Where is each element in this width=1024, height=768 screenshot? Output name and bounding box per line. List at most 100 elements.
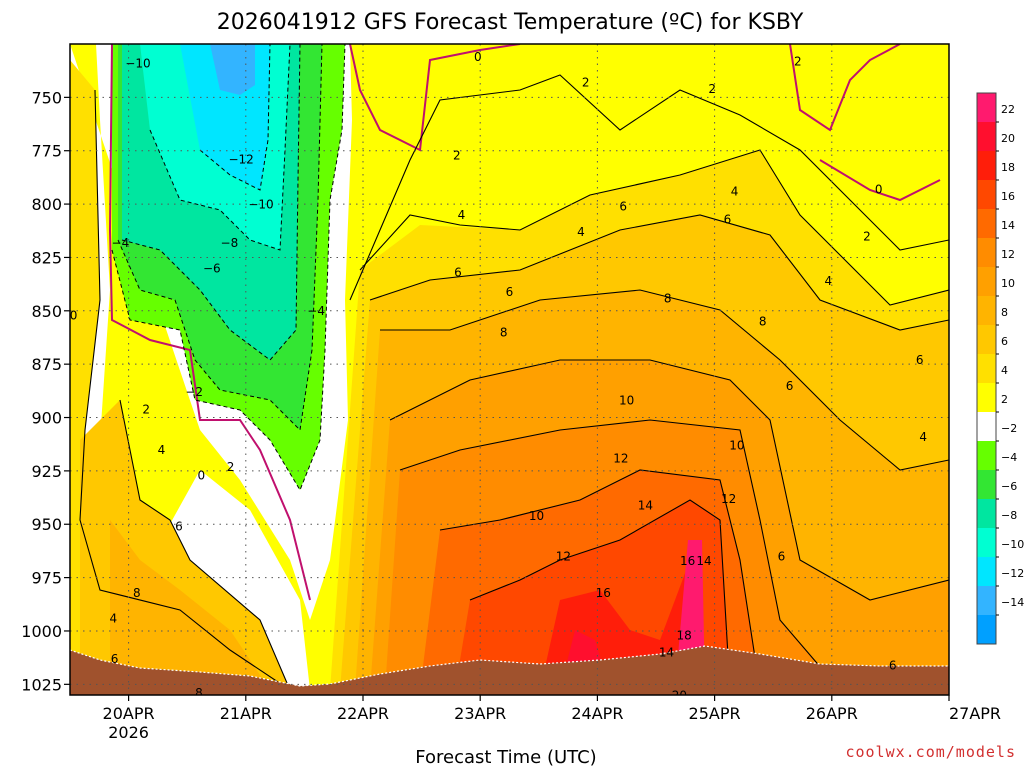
y-tick-label: 975	[31, 569, 62, 588]
contour-neg6	[121, 44, 301, 361]
plot-frame	[69, 43, 950, 696]
contour-label: 14	[638, 498, 653, 512]
colorbar-swatch	[977, 615, 996, 644]
y-tick-label: 875	[31, 355, 62, 374]
zero-line-east	[789, 44, 941, 202]
contour-label: 6	[916, 353, 924, 367]
terrain	[70, 646, 949, 695]
colorbar-label: 14	[1001, 219, 1015, 232]
contour-label: 0	[474, 50, 482, 64]
contour-label: −4	[307, 304, 325, 318]
colorbar-label: 10	[1001, 277, 1015, 290]
colorbar-swatch	[977, 528, 996, 557]
colorbar-label: −6	[1001, 480, 1017, 493]
y-tick-label: 850	[31, 302, 62, 321]
contour-label: −10	[125, 56, 150, 70]
x-tick-label: 21APR	[220, 704, 272, 723]
colorbar-swatch	[977, 122, 996, 151]
colorbar-label: −10	[1001, 538, 1024, 551]
contour-label: 16	[596, 586, 611, 600]
x-tick-label: 23APR	[454, 704, 506, 723]
contour-label: 10	[729, 439, 744, 453]
colorbar-label: 2	[1001, 393, 1008, 406]
colorbar-frame	[976, 92, 997, 645]
contour-label: 16	[655, 720, 670, 734]
contour-label: 4	[731, 185, 739, 199]
y-tick-label: 925	[31, 462, 62, 481]
contour-label: 6	[454, 266, 462, 280]
colorbar-swatch	[977, 383, 996, 412]
contour-label: 4	[158, 443, 166, 457]
contour-label: 2	[708, 82, 716, 96]
contour-label: 12	[556, 550, 571, 564]
contour-10	[389, 359, 949, 601]
x-axis-label: Forecast Time (UTC)	[415, 747, 596, 768]
colorbar-swatch	[977, 180, 996, 209]
colorbar-swatch	[977, 267, 996, 296]
contour-label: 8	[195, 686, 203, 700]
colorbar-swatch	[977, 470, 996, 499]
contour-label: 4	[110, 611, 118, 625]
contour-label: 8	[500, 325, 508, 339]
contour-6	[369, 214, 949, 331]
colorbar-swatch	[977, 499, 996, 528]
y-tick-label: 1025	[21, 675, 62, 694]
colorbar-label: −12	[1001, 567, 1024, 580]
contour-label: −10	[248, 197, 273, 211]
x-tick-year: 2026	[108, 723, 149, 742]
zero-line-right	[349, 44, 521, 152]
contour-16	[469, 499, 731, 691]
contour-label: −4	[112, 236, 130, 250]
contour-label: 4	[577, 225, 585, 239]
x-tick-label: 24APR	[571, 704, 623, 723]
contour-label: 2	[227, 460, 235, 474]
colorbar-label: −4	[1001, 451, 1017, 464]
contour-label: 0	[197, 468, 205, 482]
contour-label-layer: −10 −12 −10 −4 −8−6 −4 0 −2 0 2 2 4 6 8 4 6 8 0 2 2 4 4 6 6 6 8 8 1…	[70, 50, 927, 734]
contour-label: 10	[529, 509, 544, 523]
colorbar-swatch	[977, 209, 996, 238]
contour-label: 6	[111, 652, 119, 666]
colorbar-swatch	[977, 557, 996, 586]
colorbar-label: 8	[1001, 306, 1008, 319]
contour-label: 18	[676, 629, 691, 643]
contour-label: −2	[185, 385, 203, 399]
colorbar-label: −8	[1001, 509, 1017, 522]
contour-label: 0	[875, 182, 883, 196]
contour-label: 2	[582, 76, 590, 90]
contour-label: 6	[175, 520, 183, 534]
x-tick-label: 25APR	[689, 704, 741, 723]
x-tick-label: 27APR	[949, 704, 1001, 723]
y-tick-label: 900	[31, 409, 62, 428]
contour-neg2	[111, 44, 346, 492]
band-neg12	[210, 44, 255, 95]
contour-label: 4	[458, 208, 466, 222]
colorbar-label: −2	[1001, 422, 1017, 435]
y-tick-label: 825	[31, 248, 62, 267]
contour-label: −6	[203, 261, 221, 275]
contour-label: 6	[619, 199, 627, 213]
colorbar-swatch	[977, 151, 996, 180]
colorbar-swatch	[977, 441, 996, 470]
contour-label: 6	[724, 212, 732, 226]
contour-neg10	[199, 44, 271, 191]
contour-14	[439, 469, 761, 691]
chart-title: 2026041912 GFS Forecast Temperature (ºC)…	[217, 10, 804, 35]
contour-label: 10	[619, 394, 634, 408]
contour-label: 8	[759, 315, 767, 329]
zero-line-left	[108, 44, 311, 601]
y-tick-label: 775	[31, 142, 62, 161]
contour-label: 0	[70, 308, 78, 322]
x-tick-label: 20APR	[103, 704, 155, 723]
y-tick-label: 800	[31, 195, 62, 214]
contour-label: 14	[659, 646, 674, 660]
credit-text: coolwx.com/models	[845, 743, 1016, 761]
colorbar-label: 22	[1001, 103, 1015, 116]
colorbar-label: 6	[1001, 335, 1008, 348]
contour-label: 2	[453, 148, 461, 162]
contour-label: 2	[142, 402, 150, 416]
colorbar-swatch	[977, 325, 996, 354]
colorbar-swatch	[977, 238, 996, 267]
cold-contour-lines	[111, 44, 346, 492]
